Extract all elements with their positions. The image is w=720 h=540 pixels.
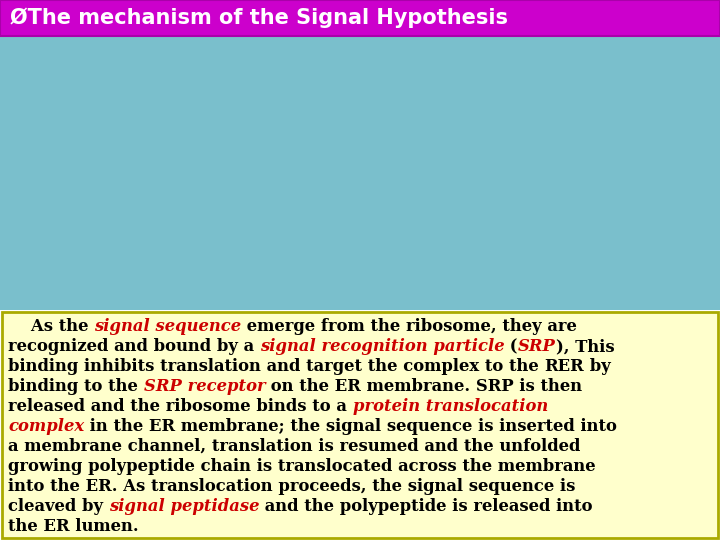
Text: complex: complex xyxy=(8,418,84,435)
Text: recognized and bound by a: recognized and bound by a xyxy=(8,338,260,355)
Text: SRP receptor: SRP receptor xyxy=(143,378,265,395)
Text: signal peptidase: signal peptidase xyxy=(109,498,259,515)
Text: into the ER. As translocation proceeds, the signal sequence is: into the ER. As translocation proceeds, … xyxy=(8,478,575,495)
Text: RER: RER xyxy=(544,358,584,375)
Text: a membrane channel, translation is resumed and the unfolded: a membrane channel, translation is resum… xyxy=(8,438,580,455)
Text: and the polypeptide is released into: and the polypeptide is released into xyxy=(259,498,593,515)
Text: cleaved by: cleaved by xyxy=(8,498,109,515)
Text: emerge from the ribosome, they are: emerge from the ribosome, they are xyxy=(241,318,577,335)
Text: ), This: ), This xyxy=(556,338,614,355)
Text: (: ( xyxy=(505,338,518,355)
Text: ØThe mechanism of the Signal Hypothesis: ØThe mechanism of the Signal Hypothesis xyxy=(10,8,508,28)
Text: binding inhibits translation and target the complex to the: binding inhibits translation and target … xyxy=(8,358,544,375)
Text: signal recognition particle: signal recognition particle xyxy=(260,338,505,355)
Text: in the ER membrane; the signal sequence is inserted into: in the ER membrane; the signal sequence … xyxy=(84,418,617,435)
Text: protein translocation: protein translocation xyxy=(353,398,548,415)
FancyBboxPatch shape xyxy=(0,36,720,310)
Text: As the: As the xyxy=(8,318,94,335)
Text: the ER lumen.: the ER lumen. xyxy=(8,518,139,535)
Text: by: by xyxy=(584,358,611,375)
Text: binding to the: binding to the xyxy=(8,378,143,395)
Text: signal sequence: signal sequence xyxy=(94,318,241,335)
Text: SRP: SRP xyxy=(518,338,556,355)
FancyBboxPatch shape xyxy=(2,312,718,538)
Text: growing polypeptide chain is translocated across the membrane: growing polypeptide chain is translocate… xyxy=(8,458,595,475)
Text: on the ER membrane. SRP is then: on the ER membrane. SRP is then xyxy=(265,378,582,395)
Text: released and the ribosome binds to a: released and the ribosome binds to a xyxy=(8,398,353,415)
FancyBboxPatch shape xyxy=(0,0,720,36)
